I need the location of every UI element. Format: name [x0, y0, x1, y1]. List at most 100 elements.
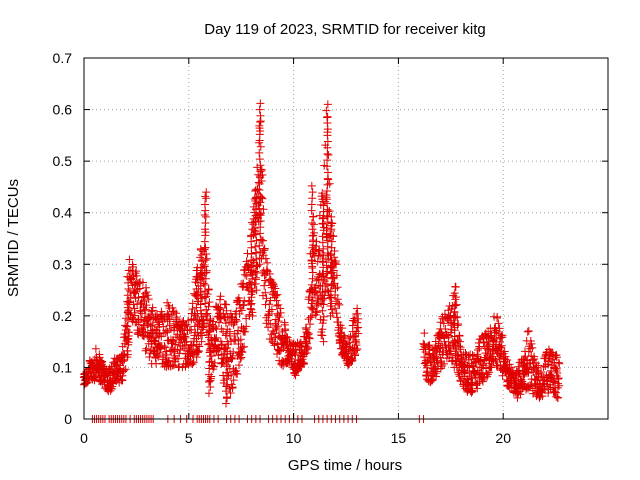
data-point	[260, 244, 269, 253]
data-point	[237, 306, 246, 315]
data-point	[323, 112, 332, 121]
data-point	[205, 358, 214, 367]
data-point	[206, 383, 215, 392]
data-point	[123, 303, 132, 312]
data-point	[301, 323, 310, 332]
data-point	[450, 307, 459, 316]
data-point	[242, 322, 251, 331]
data-point	[312, 276, 321, 285]
data-point	[200, 245, 209, 254]
data-point	[146, 322, 155, 331]
data-point	[201, 192, 210, 201]
data-point	[247, 280, 256, 289]
data-point	[536, 388, 545, 397]
data-point	[537, 367, 546, 376]
x-axis-title: GPS time / hours	[288, 457, 402, 474]
data-point	[319, 300, 328, 309]
data-point	[248, 311, 257, 320]
data-point	[132, 271, 141, 280]
data-point	[255, 179, 264, 188]
data-point	[221, 387, 230, 396]
data-point	[477, 368, 486, 377]
data-point	[524, 326, 533, 335]
data-point	[514, 362, 523, 371]
data-point	[432, 372, 441, 381]
data-point	[132, 267, 141, 276]
data-point	[325, 207, 334, 216]
data-point	[192, 334, 201, 343]
data-point	[552, 353, 561, 362]
data-point	[544, 359, 553, 368]
data-point	[175, 333, 184, 342]
data-point	[475, 344, 484, 353]
data-point	[266, 276, 275, 285]
data-point	[308, 268, 317, 277]
data-point	[326, 231, 335, 240]
data-point	[131, 280, 140, 289]
data-point	[239, 301, 248, 310]
data-point	[483, 370, 492, 379]
data-point	[318, 257, 327, 266]
data-point	[204, 285, 213, 294]
plot-frame	[83, 57, 609, 420]
data-point	[304, 333, 313, 342]
data-point	[251, 230, 260, 239]
data-point	[326, 287, 335, 296]
data-point	[271, 284, 280, 293]
data-point	[216, 295, 225, 304]
data-point	[255, 148, 264, 157]
data-point	[555, 359, 564, 368]
data-point	[123, 315, 132, 324]
data-point	[134, 320, 143, 329]
data-point	[255, 241, 264, 250]
data-point	[237, 347, 246, 356]
data-point	[144, 312, 153, 321]
data-point	[353, 345, 362, 354]
data-point	[246, 304, 255, 313]
data-point	[256, 99, 265, 108]
data-point	[273, 322, 282, 331]
data-point	[332, 297, 341, 306]
data-point	[204, 378, 213, 387]
data-point	[205, 345, 214, 354]
data-point	[308, 249, 317, 258]
data-point	[236, 354, 245, 363]
data-point	[268, 337, 277, 346]
data-point	[463, 376, 472, 385]
data-point	[478, 360, 487, 369]
data-point	[240, 266, 249, 275]
data-point	[115, 361, 124, 370]
y-tick-label: 0	[64, 411, 72, 427]
data-point	[162, 350, 171, 359]
data-point	[302, 349, 311, 358]
data-point	[312, 242, 321, 251]
data-point	[197, 251, 206, 260]
data-point	[335, 300, 344, 309]
data-point	[150, 337, 159, 346]
data-point	[121, 365, 130, 374]
data-point	[513, 367, 522, 376]
data-point	[527, 339, 536, 348]
data-point	[319, 337, 328, 346]
data-point	[248, 288, 257, 297]
data-point	[352, 341, 361, 350]
data-point	[140, 296, 149, 305]
data-point	[240, 342, 249, 351]
data-point	[485, 356, 494, 365]
data-point	[531, 380, 540, 389]
data-point	[434, 341, 443, 350]
data-point	[319, 220, 328, 229]
data-point	[438, 361, 447, 370]
data-point	[201, 280, 210, 289]
data-point	[192, 353, 201, 362]
data-point	[241, 270, 250, 279]
data-point	[450, 289, 459, 298]
data-point	[327, 280, 336, 289]
data-point	[446, 311, 455, 320]
data-point	[255, 105, 264, 114]
data-point	[130, 311, 139, 320]
data-point	[142, 344, 151, 353]
data-point	[141, 346, 150, 355]
data-point	[201, 212, 210, 221]
data-point	[255, 155, 264, 164]
